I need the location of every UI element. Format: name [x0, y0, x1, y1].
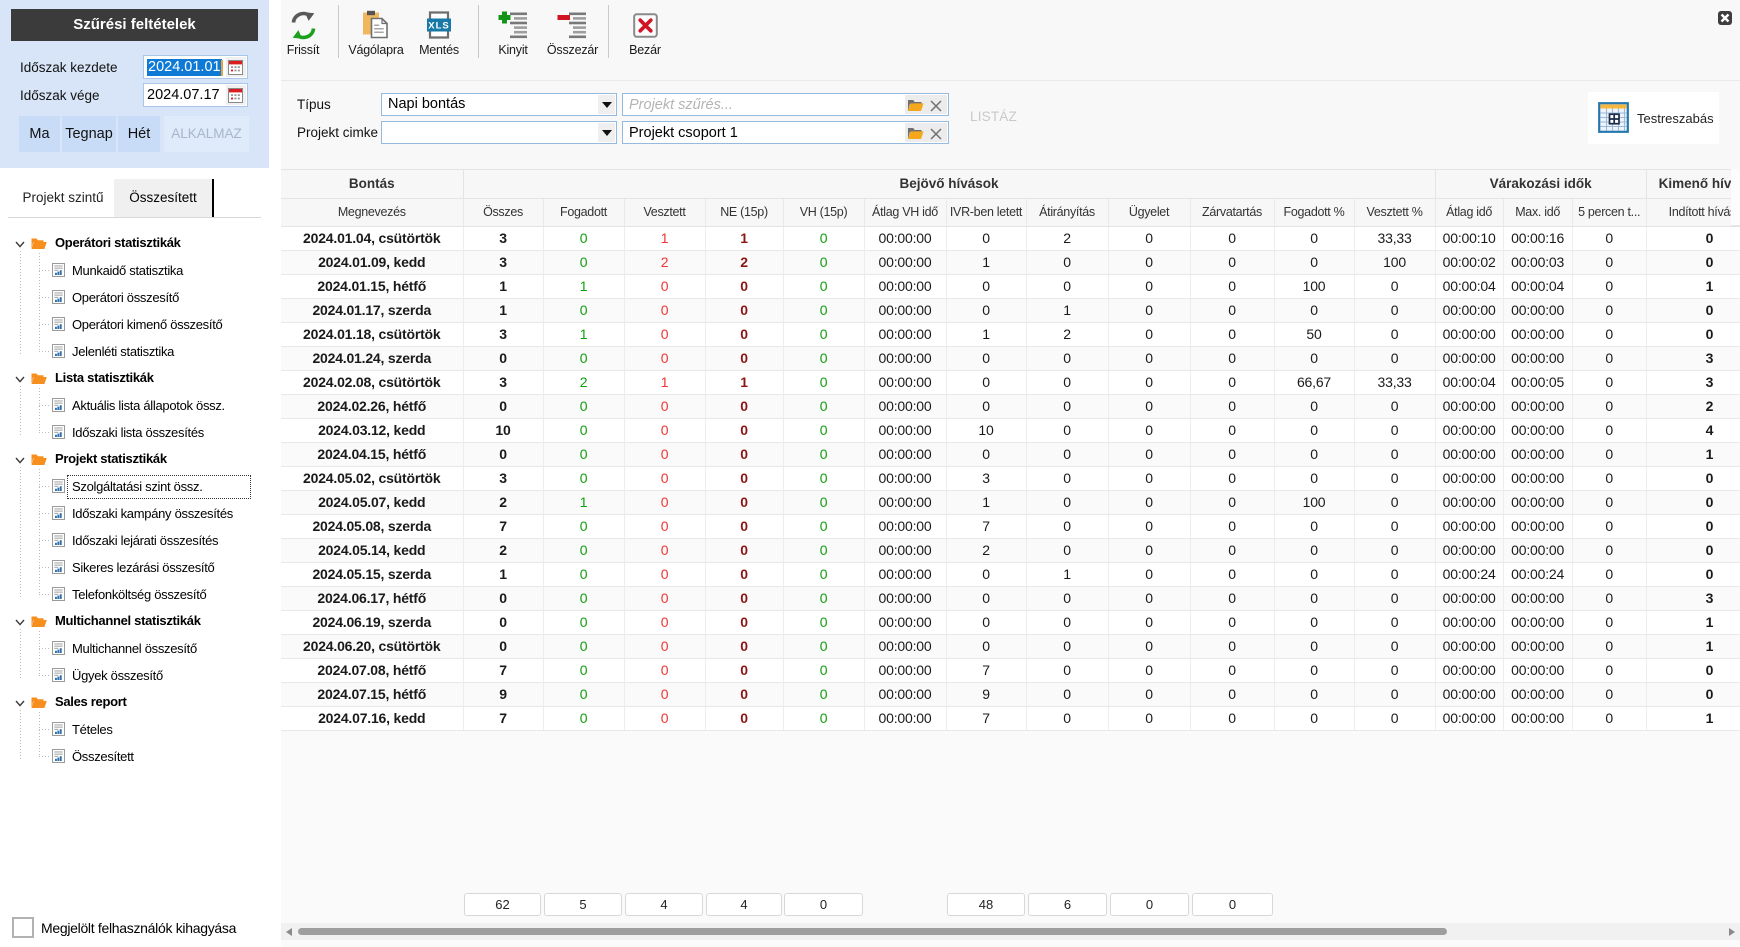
svg-text:XLS: XLS — [428, 20, 449, 31]
